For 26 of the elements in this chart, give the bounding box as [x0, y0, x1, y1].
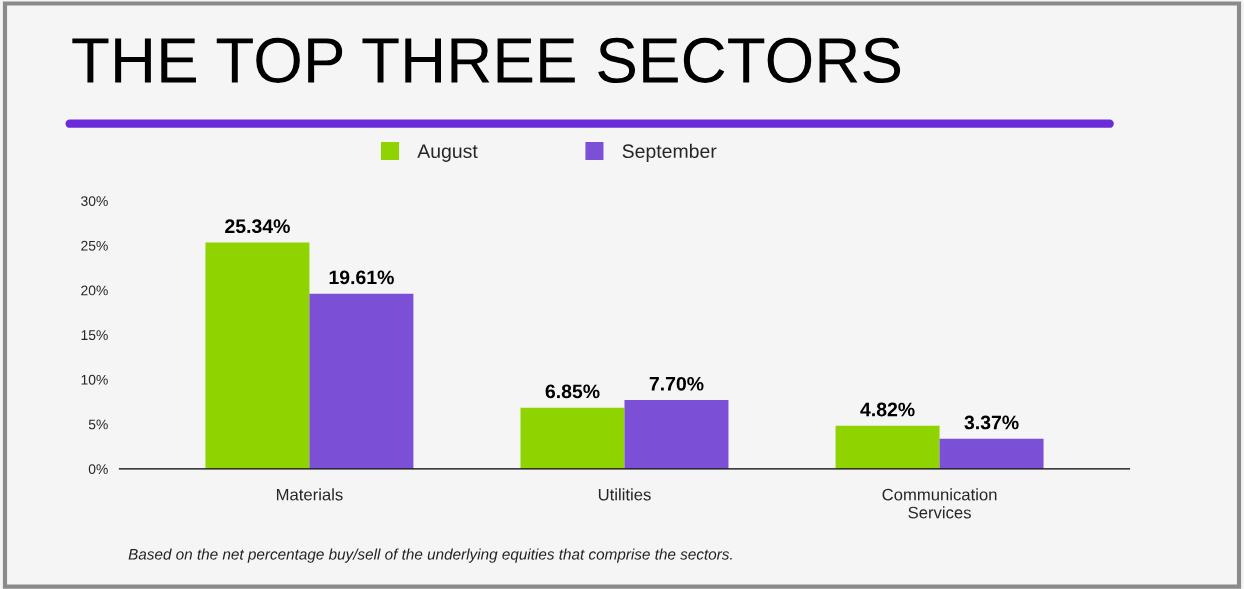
data-label: 7.70% [649, 376, 704, 391]
y-tick-label: 15% [81, 330, 108, 341]
y-tick-label: 5% [88, 419, 108, 430]
y-tick-label: 25% [81, 240, 108, 251]
bar [520, 407, 625, 469]
x-tick-label: Materials [276, 488, 343, 501]
y-tick-label: 20% [81, 285, 108, 296]
data-label: 6.85% [545, 384, 600, 399]
text: Based on the net percentage buy/sell of the underlying equities that comprise the sectors. [128, 548, 732, 563]
legend-label: September [622, 143, 717, 162]
x-tick-label: Communication Services [882, 488, 997, 519]
bar [624, 400, 729, 469]
bar [309, 293, 414, 469]
y-tick-label: 0% [88, 464, 108, 475]
bar [939, 438, 1044, 469]
bar [205, 242, 310, 469]
legend-label: August [417, 144, 478, 162]
x-tick-label: Utilities [598, 488, 651, 501]
y-tick-label: 30% [81, 196, 108, 207]
data-label: 3.37% [964, 415, 1019, 430]
data-label: 25.34% [225, 219, 290, 234]
data-label: 4.82% [860, 402, 915, 417]
bar [835, 425, 940, 469]
chart-title: THE TOP THREE SECTORS [72, 37, 901, 84]
y-tick-label: 10% [81, 374, 108, 385]
data-label: 19.61% [329, 270, 394, 285]
